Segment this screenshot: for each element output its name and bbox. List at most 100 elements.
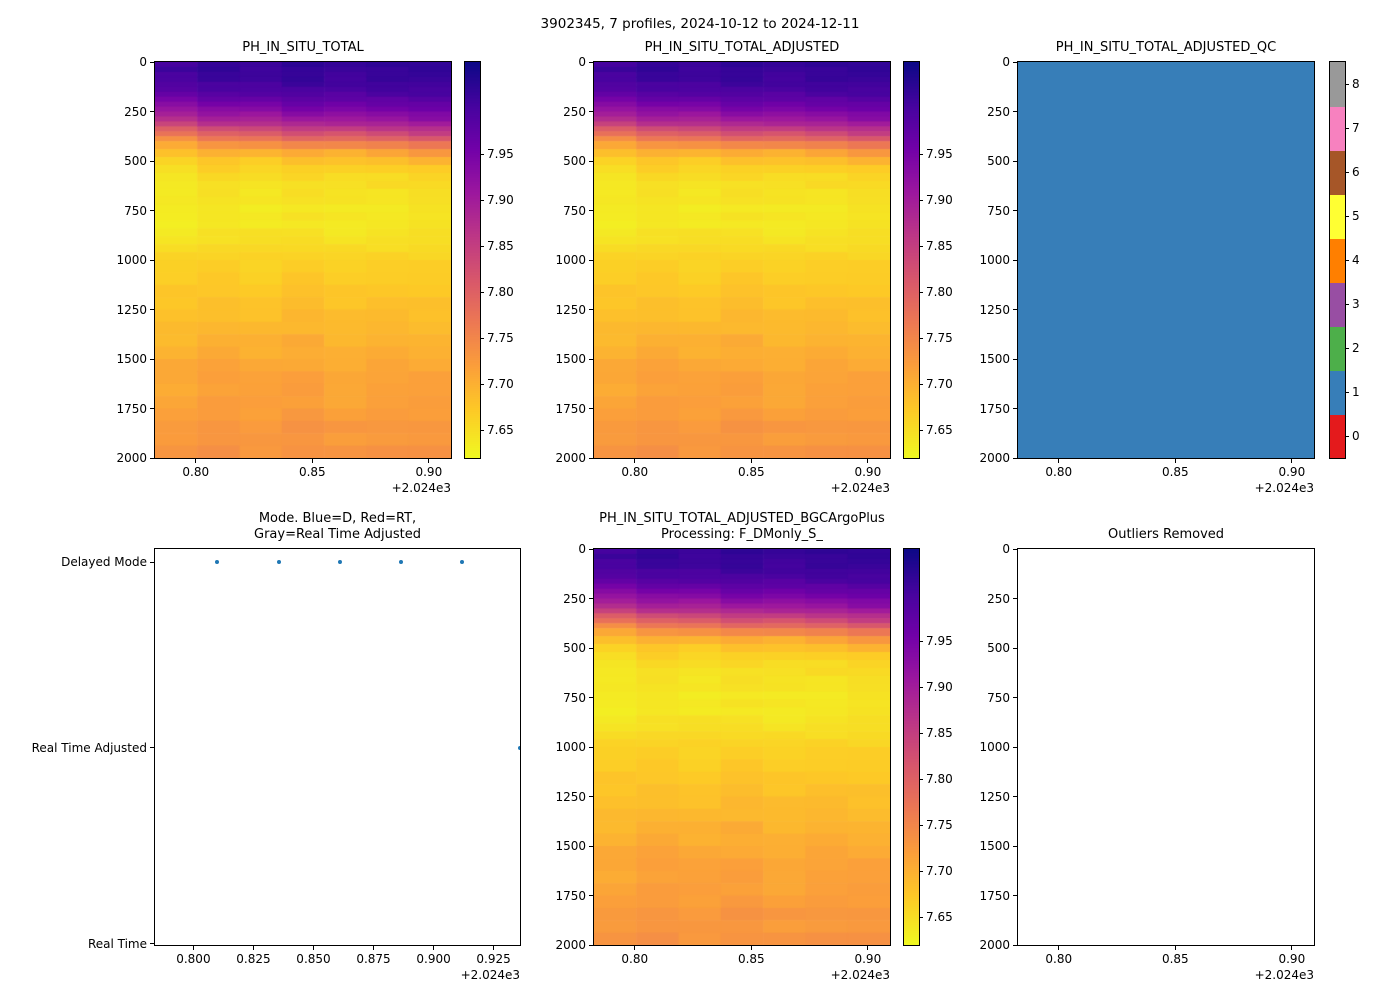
y-tick-mark xyxy=(1013,697,1017,698)
y-tick-mark xyxy=(589,358,593,360)
colorbar-tick-mark xyxy=(920,686,923,688)
colorbar-tick-label: 2 xyxy=(1352,341,1360,355)
y-tick-label: 1250 xyxy=(555,302,586,317)
y-tick-mark xyxy=(150,358,154,360)
y-tick-label: 1750 xyxy=(555,401,586,416)
y-tick-mark xyxy=(150,457,154,459)
y-tick-mark xyxy=(1013,408,1017,409)
qc-colorbar-segment xyxy=(1330,150,1345,195)
colorbar-tick-label: 7.65 xyxy=(926,910,953,925)
colorbar-tick-mark xyxy=(1346,347,1349,349)
y-tick-mark xyxy=(589,598,593,599)
y-tick-label: 2000 xyxy=(979,938,1010,952)
subplot-title-line: PH_IN_SITU_TOTAL_ADJUSTED xyxy=(644,40,840,55)
colorbar-tick-label: 7.65 xyxy=(487,423,514,438)
subplot-title: PH_IN_SITU_TOTAL_ADJUSTED_BGCArgoPlus Pr… xyxy=(599,511,885,543)
y-tick-label: 1750 xyxy=(116,401,147,416)
subplot-title-line: Gray=Real Time Adjusted xyxy=(254,527,421,542)
y-tick-mark xyxy=(150,561,154,563)
y-tick-mark xyxy=(150,408,154,409)
y-tick-label: 500 xyxy=(124,154,147,168)
mode-point xyxy=(215,560,220,565)
x-tick-label: 0.85 xyxy=(737,465,765,479)
colorbar-tick-mark xyxy=(1346,391,1349,393)
x-tick-label: 0.90 xyxy=(854,952,882,966)
y-tick-mark xyxy=(589,309,593,310)
mode-category-label: Delayed Mode xyxy=(61,555,147,570)
y-tick-label: 1000 xyxy=(555,740,586,754)
colorbar-tick-mark xyxy=(1346,171,1349,173)
y-tick-label: 500 xyxy=(563,154,586,168)
x-axis-offset-label: +2.024e3 xyxy=(1254,481,1314,495)
ph-colorbar xyxy=(903,61,920,459)
heatmap-canvas xyxy=(594,549,890,945)
y-tick-label: 1750 xyxy=(979,401,1010,416)
qc-colorbar-segment xyxy=(1330,106,1345,151)
plot-area-ph-in-situ-total-adjusted xyxy=(593,61,891,459)
qc-colorbar-segment xyxy=(1330,370,1345,415)
y-tick-mark xyxy=(589,647,593,649)
y-tick-label: 250 xyxy=(563,591,586,606)
colorbar-tick-label: 7.80 xyxy=(926,772,953,787)
colorbar-tick-label: 7.80 xyxy=(487,285,514,300)
x-tick-label: 0.85 xyxy=(737,952,765,966)
y-tick-mark xyxy=(589,697,593,698)
y-tick-mark xyxy=(150,210,154,211)
y-tick-label: 1000 xyxy=(555,253,586,267)
y-tick-mark xyxy=(1013,746,1017,748)
y-tick-mark xyxy=(589,845,593,847)
subplot-title: PH_IN_SITU_TOTAL_ADJUSTED xyxy=(645,40,840,56)
x-tick-label: 0.90 xyxy=(415,465,443,479)
y-tick-mark xyxy=(589,61,593,63)
y-tick-label: 500 xyxy=(563,641,586,655)
y-tick-mark xyxy=(589,259,593,261)
y-tick-label: 0 xyxy=(1002,55,1010,69)
y-tick-mark xyxy=(589,796,593,797)
colorbar-tick-label: 7.75 xyxy=(487,331,514,346)
y-tick-label: 750 xyxy=(563,690,586,705)
y-tick-mark xyxy=(150,309,154,310)
x-tick-label: 0.85 xyxy=(1161,952,1189,966)
colorbar-tick-label: 7.85 xyxy=(926,726,953,741)
y-tick-label: 0 xyxy=(578,55,586,69)
mode-point xyxy=(399,560,404,565)
y-tick-mark xyxy=(150,111,154,112)
y-tick-label: 250 xyxy=(987,591,1010,606)
x-tick-mark xyxy=(428,459,430,463)
qc-colorbar-segment xyxy=(1330,282,1345,327)
x-tick-mark xyxy=(373,946,375,950)
y-tick-mark xyxy=(589,895,593,896)
y-tick-mark xyxy=(589,408,593,409)
x-axis-offset-label: +2.024e3 xyxy=(830,481,890,495)
y-tick-label: 1500 xyxy=(116,352,147,366)
x-axis-offset-label: +2.024e3 xyxy=(391,481,451,495)
y-tick-label: 0 xyxy=(1002,542,1010,556)
x-tick-mark xyxy=(750,459,752,463)
x-tick-label: 0.85 xyxy=(298,465,326,479)
y-tick-label: 1250 xyxy=(979,789,1010,804)
colorbar-tick-mark xyxy=(920,291,923,293)
colorbar-tick-mark xyxy=(920,383,923,385)
subplot-title: Outliers Removed xyxy=(1108,527,1224,543)
y-tick-mark xyxy=(1013,796,1017,797)
qc-colorbar-segment xyxy=(1330,238,1345,283)
y-tick-label: 1750 xyxy=(555,888,586,903)
x-tick-mark xyxy=(433,946,435,950)
colorbar-tick-mark xyxy=(920,337,923,339)
colorbar-tick-mark xyxy=(1346,303,1349,305)
y-tick-mark xyxy=(1013,309,1017,310)
colorbar-tick-label: 3 xyxy=(1352,297,1360,311)
y-tick-label: 1250 xyxy=(979,302,1010,317)
x-tick-label: 0.90 xyxy=(1278,952,1306,966)
y-tick-label: 2000 xyxy=(555,938,586,952)
plot-area-outliers-removed xyxy=(1017,548,1315,946)
x-tick-label: 0.80 xyxy=(621,952,649,966)
y-tick-label: 1500 xyxy=(979,839,1010,853)
x-tick-label: 0.80 xyxy=(182,465,210,479)
y-tick-mark xyxy=(1013,160,1017,162)
y-tick-mark xyxy=(589,457,593,459)
subplot-title: PH_IN_SITU_TOTAL xyxy=(242,40,363,56)
y-tick-mark xyxy=(1013,111,1017,112)
subplot-title-line: Processing: F_DMonly_S_ xyxy=(661,527,823,542)
ph-colorbar-gradient xyxy=(465,62,480,458)
